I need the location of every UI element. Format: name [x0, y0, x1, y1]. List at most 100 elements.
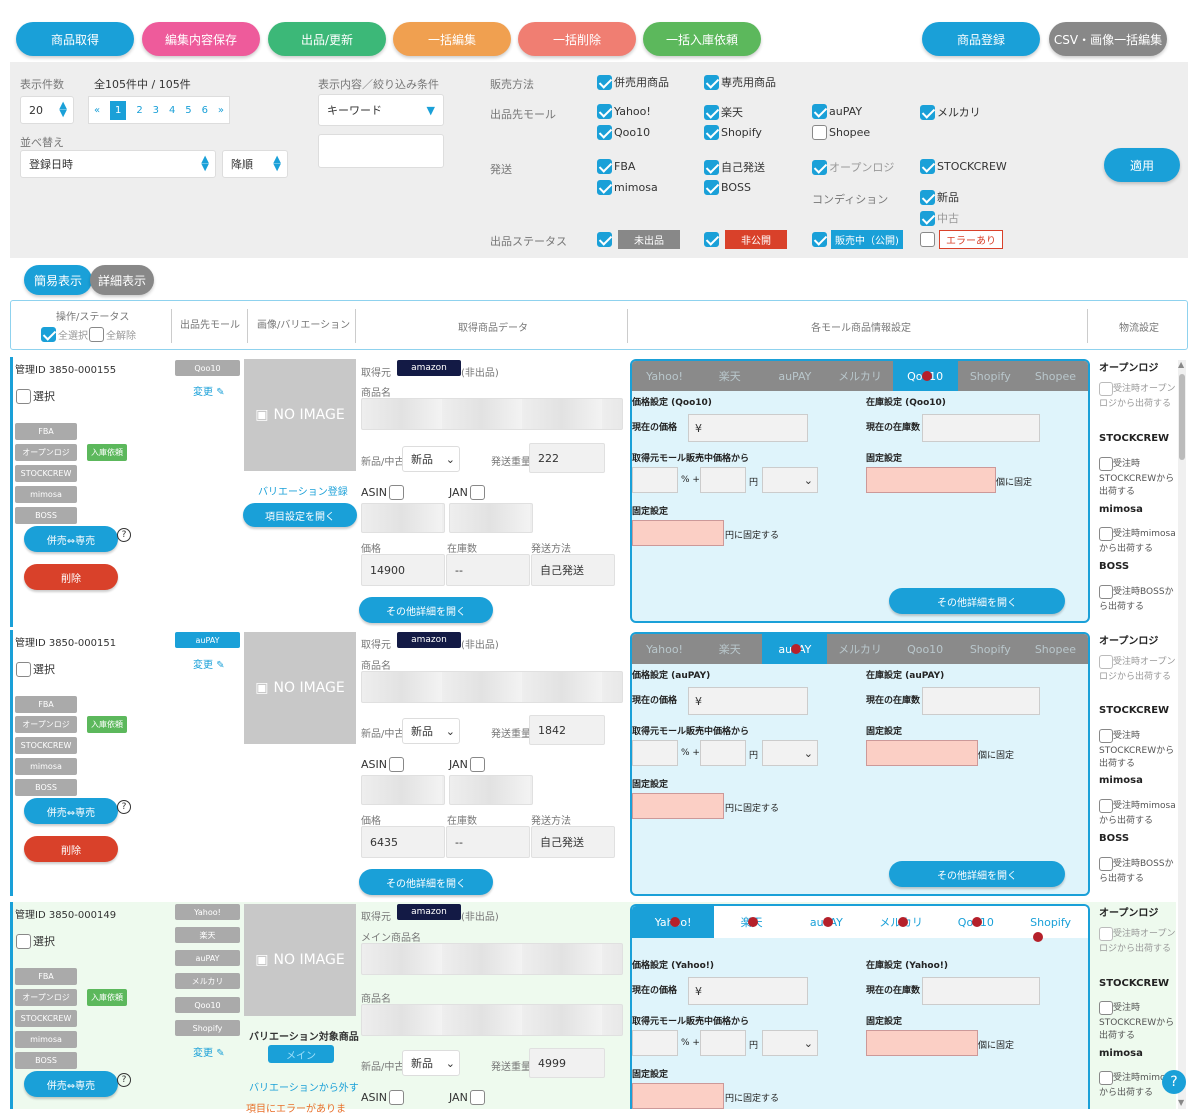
- ship-fba-checkbox[interactable]: FBA: [597, 159, 635, 174]
- change-mall-link[interactable]: 変更 ✎: [193, 660, 225, 671]
- deselect-all-checkbox[interactable]: 全解除: [89, 327, 136, 342]
- mall-shopee-checkbox[interactable]: Shopee: [812, 125, 870, 140]
- open-details-button[interactable]: その他詳細を開く: [359, 597, 493, 623]
- rounding-select[interactable]: ⌄: [762, 467, 818, 493]
- mall-qoo10-checkbox[interactable]: Qoo10: [597, 125, 650, 140]
- tab-yahoo[interactable]: Yahoo!: [646, 642, 683, 656]
- jan-checkbox[interactable]: JAN: [449, 757, 485, 772]
- main-name-input[interactable]: [361, 943, 623, 975]
- add-yen-input[interactable]: [700, 467, 746, 493]
- tab-mercari[interactable]: メルカリ: [838, 370, 882, 383]
- asin-checkbox[interactable]: ASIN: [361, 1090, 404, 1105]
- row-select-checkbox[interactable]: 選択: [16, 933, 55, 949]
- ship-method-input[interactable]: 自己発送: [531, 826, 615, 858]
- stockcrew-checkbox[interactable]: 受注時STOCKCREWから出荷する: [1099, 456, 1177, 497]
- condition-select[interactable]: 新品 ⌄: [402, 718, 460, 744]
- sort-field-select[interactable]: 登録日時 ▲ ▼: [20, 150, 216, 178]
- condition-select[interactable]: 新品 ⌄: [402, 1050, 460, 1076]
- weight-input[interactable]: 222: [529, 443, 605, 473]
- cond-used-checkbox[interactable]: 中古: [920, 210, 959, 226]
- variation-remove-link[interactable]: バリエーションから外す: [249, 1083, 359, 1094]
- sales-exclusive-checkbox[interactable]: 専売用商品: [704, 74, 776, 90]
- tab-shopify[interactable]: Shopify: [1030, 915, 1072, 929]
- mall-aupay-checkbox[interactable]: auPAY: [812, 104, 862, 119]
- sort-order-select[interactable]: 降順 ▲ ▼: [222, 150, 288, 178]
- fixed-price-input[interactable]: [632, 520, 724, 546]
- toggle-sales-button[interactable]: 併売⇔専売: [24, 526, 118, 552]
- page-4[interactable]: 4: [168, 104, 176, 116]
- mimosa-checkbox[interactable]: 受注時mimosaから出荷する: [1099, 798, 1177, 826]
- add-yen-input[interactable]: [700, 1030, 746, 1056]
- tab-aupay[interactable]: auPAY: [789, 906, 864, 938]
- ship-stockcrew-checkbox[interactable]: STOCKCREW: [920, 159, 1007, 174]
- mimosa-checkbox[interactable]: 受注時mimosaから出荷する: [1099, 526, 1177, 554]
- status-private-checkbox[interactable]: 非公開: [704, 230, 787, 249]
- current-price-input[interactable]: ¥: [688, 687, 808, 715]
- delete-button[interactable]: 削除: [24, 564, 118, 590]
- page-2[interactable]: 2: [136, 104, 143, 116]
- stock-request-tag[interactable]: 入庫依頼: [87, 989, 127, 1006]
- cond-new-checkbox[interactable]: 新品: [920, 189, 959, 205]
- current-stock-input[interactable]: [922, 414, 1040, 442]
- page-3[interactable]: 3: [152, 104, 160, 116]
- bulk-stock-request-button[interactable]: 一括入庫依頼: [643, 22, 761, 56]
- open-details-button[interactable]: その他詳細を開く: [359, 869, 493, 895]
- jan-input[interactable]: [449, 775, 533, 805]
- scroll-up-icon[interactable]: ▲: [1178, 360, 1185, 369]
- get-products-button[interactable]: 商品取得: [16, 22, 134, 56]
- help-icon[interactable]: ?: [117, 1073, 131, 1087]
- asin-checkbox[interactable]: ASIN: [361, 485, 404, 500]
- panel-open-details-button[interactable]: その他詳細を開く: [889, 861, 1065, 887]
- stock-input[interactable]: --: [446, 826, 530, 858]
- status-selling-checkbox[interactable]: 販売中（公開): [812, 230, 903, 249]
- bulk-edit-button[interactable]: 一括編集: [393, 22, 511, 56]
- openlogi-checkbox[interactable]: 受注時オープンロジから出荷する: [1099, 381, 1177, 409]
- toggle-sales-button[interactable]: 併売⇔専売: [24, 798, 118, 824]
- tab-rakuten[interactable]: 楽天: [718, 370, 741, 383]
- register-product-button[interactable]: 商品登録: [922, 22, 1040, 56]
- simple-view-button[interactable]: 簡易表示: [24, 265, 92, 295]
- select-all-checkbox[interactable]: 全選択: [41, 327, 88, 342]
- asin-input[interactable]: [361, 503, 445, 533]
- page-1[interactable]: 1: [110, 100, 127, 120]
- tab-qoo10[interactable]: Qoo10: [938, 906, 1013, 938]
- mall-yahoo-checkbox[interactable]: Yahoo!: [597, 104, 651, 119]
- jan-checkbox[interactable]: JAN: [449, 485, 485, 500]
- change-mall-link[interactable]: 変更 ✎: [193, 1048, 225, 1059]
- condition-select[interactable]: 新品 ⌄: [402, 446, 460, 472]
- delete-button[interactable]: 削除: [24, 836, 118, 862]
- per-page-select[interactable]: 20 ▲ ▼: [20, 96, 74, 124]
- boss-checkbox[interactable]: 受注時BOSSから出荷する: [1099, 856, 1177, 884]
- scroll-down-icon[interactable]: ▼: [1178, 1098, 1185, 1107]
- tab-yahoo[interactable]: Yahoo!: [632, 906, 715, 938]
- row-select-checkbox[interactable]: 選択: [16, 661, 55, 677]
- tab-qoo10[interactable]: Qoo10: [907, 642, 944, 656]
- asin-checkbox[interactable]: ASIN: [361, 757, 404, 772]
- row-select-checkbox[interactable]: 選択: [16, 388, 55, 404]
- tab-aupay[interactable]: auPAY: [762, 634, 828, 664]
- bulk-delete-button[interactable]: 一括削除: [518, 22, 636, 56]
- tab-shopee[interactable]: Shopee: [1034, 369, 1077, 383]
- product-name-input[interactable]: [361, 671, 623, 703]
- weight-input[interactable]: 1842: [529, 715, 605, 745]
- page-5[interactable]: 5: [185, 104, 192, 116]
- mall-rakuten-checkbox[interactable]: 楽天: [704, 104, 743, 120]
- fixed-stock-input[interactable]: [866, 467, 996, 493]
- tab-qoo10[interactable]: Qoo10: [892, 361, 958, 391]
- tab-mercari[interactable]: メルカリ: [838, 643, 882, 656]
- ship-boss-checkbox[interactable]: BOSS: [704, 180, 751, 195]
- tab-shopee[interactable]: Shopee: [1034, 642, 1077, 656]
- scroll-thumb[interactable]: [1179, 374, 1185, 460]
- help-icon[interactable]: ?: [117, 800, 131, 814]
- fixed-price-input[interactable]: [632, 793, 724, 819]
- rounding-select[interactable]: ⌄: [762, 740, 818, 766]
- tab-shopify[interactable]: Shopify: [969, 369, 1011, 383]
- help-chat-icon[interactable]: ?: [1162, 1070, 1186, 1094]
- keyword-select[interactable]: キーワード ▼: [318, 94, 444, 126]
- page-6[interactable]: 6: [201, 104, 208, 116]
- keyword-input[interactable]: [318, 134, 444, 168]
- tab-rakuten[interactable]: 楽天: [714, 906, 789, 938]
- variation-register-link[interactable]: バリエーション登録: [258, 487, 348, 498]
- fixed-stock-input[interactable]: [866, 1030, 978, 1056]
- mimosa-checkbox[interactable]: 受注時mimosaから出荷する: [1099, 1070, 1177, 1098]
